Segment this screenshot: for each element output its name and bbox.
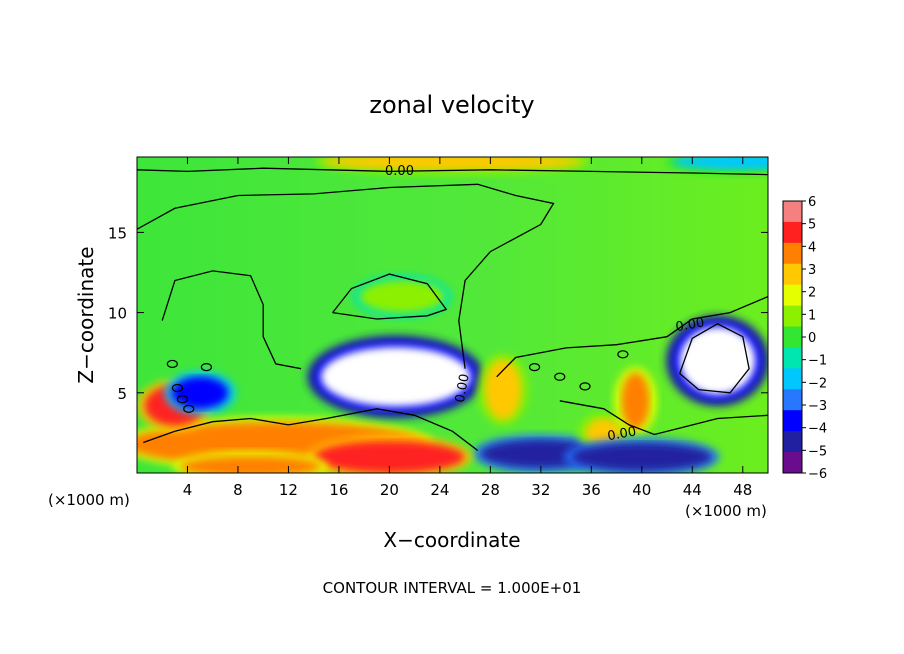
contour-line (332, 273, 448, 320)
contour-label: 0.00 (453, 373, 473, 404)
contour-line (579, 382, 591, 391)
contour-lines (137, 167, 768, 452)
colorbar-tick-label: −4 (808, 422, 827, 437)
colorbar-swatch (783, 431, 802, 453)
x-tick-label: 44 (683, 481, 702, 499)
colorbar-tick-label: −1 (808, 354, 827, 369)
contour-line (137, 167, 768, 176)
y-tick-label: 5 (117, 385, 127, 403)
field-feature (172, 450, 329, 473)
x-tick-label: 48 (733, 481, 752, 499)
contour-line (161, 270, 302, 370)
field-feature (613, 366, 658, 435)
x-tick-label: 24 (430, 481, 449, 499)
plot-frame (136, 156, 769, 474)
contour-line (183, 404, 195, 413)
field-feature (563, 436, 720, 473)
colorbar-tick-label: −6 (808, 467, 827, 482)
x-tick-label: 8 (233, 481, 243, 499)
colorbar-swatch (783, 368, 802, 390)
contour-line (171, 383, 183, 393)
field-feature (164, 370, 237, 415)
colorbar-tick-label: 1 (808, 308, 816, 323)
contour-line (496, 296, 768, 378)
contour-line (617, 350, 629, 359)
x-unit-left: (×1000 m) (48, 491, 130, 509)
colorbar-tick-label: 2 (808, 286, 816, 301)
x-tick-label: 12 (279, 481, 298, 499)
x-axis-label: X−coordinate (383, 528, 520, 552)
contour-label: 0.00 (606, 424, 637, 444)
contour-interval-note: CONTOUR INTERVAL = 1.000E+01 (323, 579, 582, 597)
field-feature (306, 434, 473, 473)
contour-labels: 0.00 0.00 0.00 0.00 (385, 164, 706, 444)
colorbar-tick-label: −5 (808, 444, 827, 459)
contour-line (200, 363, 213, 372)
colorbar-swatch (783, 410, 802, 432)
colorbar-tick-label: 6 (808, 195, 816, 210)
y-axis-label: Z−coordinate (74, 246, 98, 383)
field-feature (314, 157, 591, 176)
x-tick-label: 20 (380, 481, 399, 499)
plot-area: 0.000.000.000.00 4 8 12 16 20 24 28 32 36 40 44 48 … (108, 156, 769, 499)
colorbar-tick-label: 3 (808, 263, 816, 278)
x-tick-label: 28 (481, 481, 500, 499)
contour-line (554, 372, 566, 381)
contour-line (166, 359, 178, 369)
y-ticks: 5 10 15 (108, 224, 768, 403)
chart-title: zonal velocity (369, 91, 534, 119)
colorbar-swatch (783, 263, 802, 286)
colorbar-tick-label: −2 (808, 376, 827, 391)
colorbar-swatch (783, 452, 802, 474)
x-tick-label: 16 (329, 481, 348, 499)
colorbar-tick-label: −3 (808, 399, 827, 414)
x-tick-label: 4 (183, 481, 193, 499)
colorbar-swatch (783, 284, 802, 307)
colorbar-swatch (783, 347, 802, 369)
contour-line (176, 395, 189, 404)
x-tick-label: 36 (582, 481, 601, 499)
colorbar-tick-label: 5 (808, 218, 816, 233)
x-tick-label: 32 (531, 481, 550, 499)
y-tick-label: 15 (108, 224, 127, 242)
colorbar-swatch (783, 201, 802, 223)
colorbar-tick-label: 0 (808, 331, 816, 346)
x-unit-right: (×1000 m) (685, 502, 767, 520)
colorbar-swatch (783, 389, 802, 411)
contour-line (137, 183, 555, 369)
contour-label: 0.00 (385, 164, 414, 179)
colorbar-ticks: 6 5 4 3 2 1 0 −1 −2 −3 −4 −5 −6 (802, 195, 827, 482)
colorbar-swatch (783, 326, 802, 348)
colorbar: 6 5 4 3 2 1 0 −1 −2 −3 −4 −5 −6 (782, 195, 827, 482)
field-feature (664, 157, 768, 176)
colorbar-swatches (783, 201, 802, 474)
colorbar-swatch (783, 305, 802, 328)
colorbar-swatch (783, 242, 802, 265)
x-ticks: 4 8 12 16 20 24 28 32 36 40 44 48 (183, 157, 752, 499)
colorbar-tick-label: 4 (808, 240, 816, 255)
field-feature (352, 274, 453, 319)
contour-line (528, 363, 541, 372)
contour-label: 0.00 (674, 315, 705, 335)
contour-line (679, 323, 750, 394)
field-feature (476, 353, 529, 426)
field-feature (306, 334, 485, 419)
contour-line (559, 400, 768, 436)
contour-line (143, 408, 479, 452)
y-tick-label: 10 (108, 305, 127, 323)
colorbar-swatch (783, 221, 802, 244)
x-tick-label: 40 (632, 481, 651, 499)
